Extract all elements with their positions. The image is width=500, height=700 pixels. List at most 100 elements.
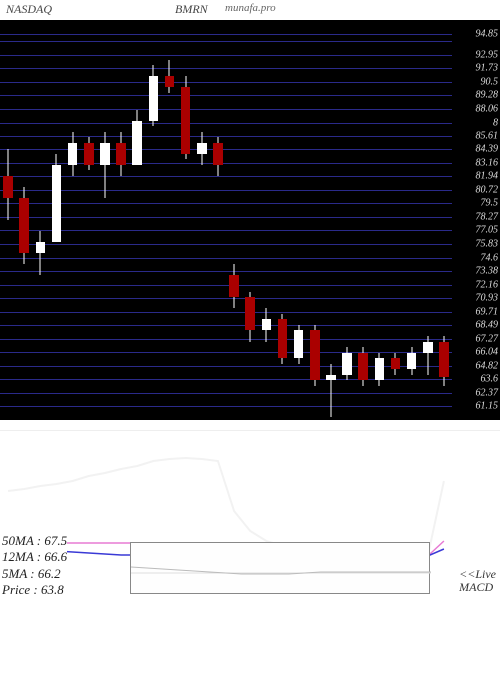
price-y-label: 70.93 — [476, 293, 499, 304]
ma12-stat: 12MA : 66.6 — [2, 549, 67, 565]
price-y-label: 83.16 — [476, 157, 499, 168]
price-y-label: 62.37 — [476, 387, 499, 398]
price-y-label: 73.38 — [476, 266, 499, 277]
price-y-label: 72.16 — [476, 279, 499, 290]
candle-body — [278, 319, 288, 358]
candle — [262, 20, 272, 420]
price-y-label: 89.28 — [476, 90, 499, 101]
candle — [52, 20, 62, 420]
candle — [278, 20, 288, 420]
candle — [423, 20, 433, 420]
candle — [165, 20, 175, 420]
candle-body — [197, 143, 207, 154]
candle-body — [36, 242, 46, 253]
candle — [358, 20, 368, 420]
candle — [132, 20, 142, 420]
exchange-label: NASDAQ — [6, 2, 52, 17]
candle — [439, 20, 449, 420]
indicator-panel: 50MA : 67.5 12MA : 66.6 5MA : 66.2 Price… — [0, 430, 500, 600]
chart-header: NASDAQ BMRN munafa.pro — [0, 2, 500, 20]
candle-body — [213, 143, 223, 165]
candle — [116, 20, 126, 420]
price-y-label: 77.05 — [476, 225, 499, 236]
candle-body — [342, 353, 352, 375]
candle — [342, 20, 352, 420]
candle-body — [165, 76, 175, 87]
candle-body — [391, 358, 401, 369]
candle — [375, 20, 385, 420]
candle-wick — [104, 132, 105, 198]
candle-body — [52, 165, 62, 242]
candle — [181, 20, 191, 420]
price-y-label: 85.61 — [476, 130, 499, 141]
candle-body — [181, 87, 191, 153]
candle — [19, 20, 29, 420]
price-y-label: 79.5 — [481, 198, 499, 209]
candle — [407, 20, 417, 420]
candle-body — [149, 76, 159, 120]
ticker-label: BMRN — [175, 2, 208, 17]
candle — [294, 20, 304, 420]
ma50-stat: 50MA : 67.5 — [2, 533, 67, 549]
candle — [36, 20, 46, 420]
candle-body — [407, 353, 417, 370]
candle-body — [245, 297, 255, 330]
candle-body — [294, 330, 304, 358]
candle-body — [116, 143, 126, 165]
price-y-label: 69.71 — [476, 306, 499, 317]
candle — [245, 20, 255, 420]
price-y-label: 90.5 — [481, 76, 499, 87]
candle — [229, 20, 239, 420]
candle-body — [375, 358, 385, 380]
stats-box: 50MA : 67.5 12MA : 66.6 5MA : 66.2 Price… — [2, 533, 67, 598]
candle — [310, 20, 320, 420]
price-y-label: 88.06 — [476, 103, 499, 114]
candle-body — [132, 121, 142, 165]
candle-body — [310, 330, 320, 380]
candle — [213, 20, 223, 420]
candle-body — [262, 319, 272, 330]
macd-label-live: <<Live — [459, 568, 496, 581]
chart-container: NASDAQ BMRN munafa.pro 94.85 92.95 91.73 90… — [0, 0, 500, 700]
candle — [149, 20, 159, 420]
macd-svg — [131, 543, 431, 595]
candle-body — [68, 143, 78, 165]
candle — [84, 20, 94, 420]
price-y-label: 74.6 — [481, 252, 499, 263]
candle-body — [229, 275, 239, 297]
price-y-label: 78.27 — [476, 212, 499, 223]
candle-body — [358, 353, 368, 381]
price-y-label: 80.72 — [476, 184, 499, 195]
price-y-label: 94.85 — [476, 28, 499, 39]
price-stat: Price : 63.8 — [2, 582, 67, 598]
price-chart-panel: 94.85 92.95 91.73 90.5 89.28 88.06 8 85.61 84.39… — [0, 20, 500, 420]
candle — [68, 20, 78, 420]
price-y-label: 61.15 — [476, 401, 499, 412]
price-y-label: 92.95 — [476, 49, 499, 60]
candle-body — [3, 176, 13, 198]
price-y-label: 66.04 — [476, 347, 499, 358]
price-y-label: 75.83 — [476, 238, 499, 249]
candle-body — [439, 342, 449, 377]
candle — [3, 20, 13, 420]
price-y-axis: 94.85 92.95 91.73 90.5 89.28 88.06 8 85.61 84.39… — [452, 20, 500, 420]
candle — [100, 20, 110, 420]
price-y-label: 84.39 — [476, 144, 499, 155]
macd-box — [130, 542, 430, 594]
candle-body — [84, 143, 94, 165]
macd-label-text: MACD — [459, 581, 496, 594]
price-y-label: 67.27 — [476, 333, 499, 344]
macd-label: <<Live MACD — [459, 568, 496, 594]
price-y-label: 91.73 — [476, 63, 499, 74]
price-y-label: 64.82 — [476, 360, 499, 371]
candle — [391, 20, 401, 420]
candle-body — [326, 375, 336, 381]
candle-wick — [40, 231, 41, 275]
site-label: munafa.pro — [225, 2, 276, 14]
price-y-label: 8 — [493, 117, 498, 128]
candle-body — [19, 198, 29, 253]
ma5-stat: 5MA : 66.2 — [2, 566, 67, 582]
price-y-label: 63.6 — [481, 374, 499, 385]
candle — [197, 20, 207, 420]
candle-body — [100, 143, 110, 165]
